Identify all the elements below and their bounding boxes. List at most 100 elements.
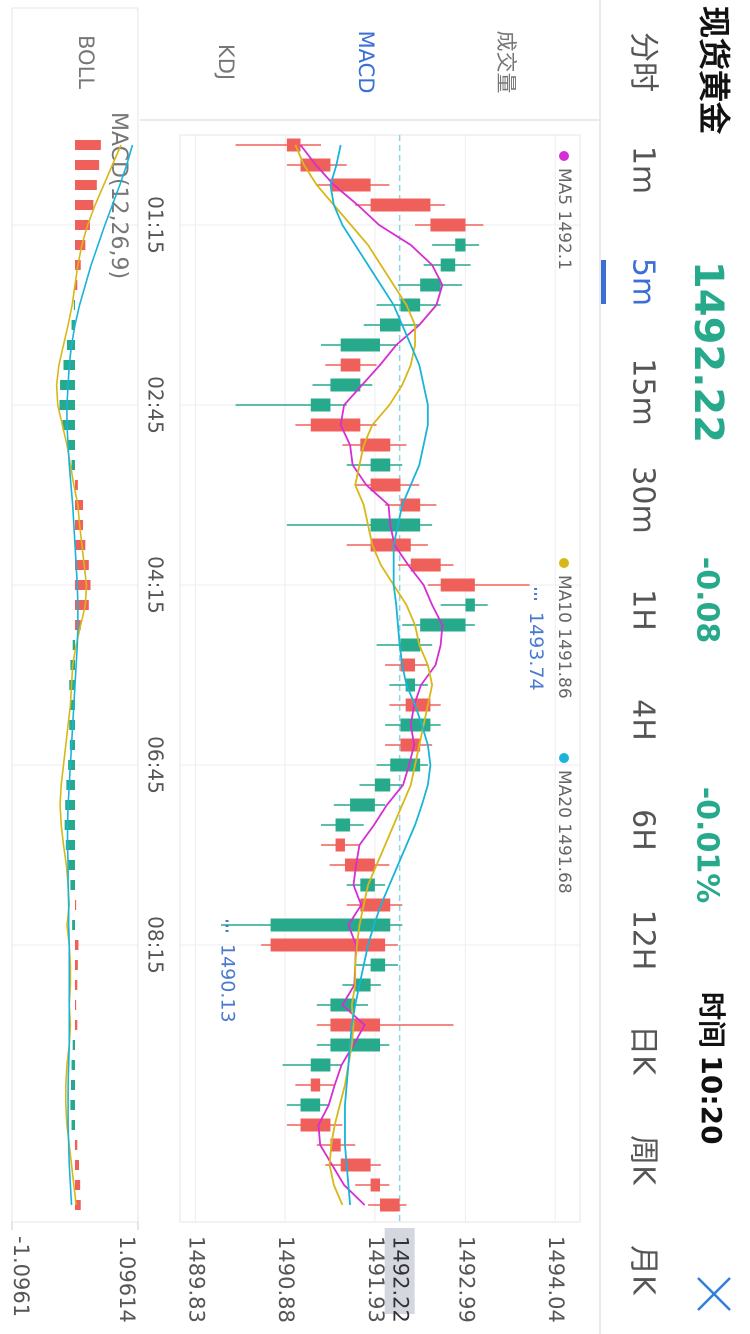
macd-bar [72,1040,75,1050]
candle-body [374,778,391,792]
candle-body [370,478,401,492]
candle-body [310,418,361,432]
macd-bar [74,480,78,490]
candle-body [420,278,441,292]
candle-body [330,1138,341,1152]
macd-bar [68,440,75,450]
candle-body [465,598,475,612]
timeframe-tab[interactable]: 4H [626,699,661,741]
indicator-tab[interactable]: 成交量 [494,31,518,94]
candle-body [370,1178,380,1192]
macd-bar [68,760,75,770]
timeframe-tab[interactable]: 1H [626,589,661,631]
y-tick-label: 1492.99 [454,1236,478,1323]
candle-body [300,1098,321,1112]
candle-body [355,978,371,992]
timeframe-tab[interactable]: 月K [626,1245,661,1296]
macd-bar [71,1120,75,1130]
y-tick-label: 1494.04 [544,1236,568,1323]
candle-body [455,238,466,252]
x-tick-label: 04:15 [144,556,168,614]
timeframe-tab[interactable]: 周K [626,1135,661,1186]
macd-bar [74,1000,77,1010]
candle-body [405,698,431,712]
timeframe-tab[interactable]: 12H [626,910,661,971]
close-icon [697,1277,731,1311]
macd-bar [74,200,94,210]
candle-body [286,138,301,152]
candle-body [340,1158,371,1172]
candle-body [400,638,421,652]
indicator-tab[interactable]: MACD [354,31,378,94]
indicator-tab[interactable]: BOLL [74,35,98,89]
candle-body [440,578,475,592]
macd-bar [64,820,75,830]
macd-bar [74,140,101,150]
timeframe-tab[interactable]: 6H [626,809,661,851]
macd-bar [74,1180,81,1190]
candle-body [390,758,421,772]
price-change-pct: -0.01% [690,787,725,904]
close-button[interactable] [697,1277,731,1311]
y-tick-label: 1491.93 [364,1236,388,1323]
timeframe-tab[interactable]: 15m [626,358,661,425]
macd-bar [62,420,75,430]
extreme-label: 1493.74 [525,612,547,691]
legend-swatch [559,151,569,161]
ma-line [294,144,434,1206]
candle-body [440,258,456,272]
ma-line [299,144,444,1206]
timeframe-tab[interactable]: 1m [626,146,661,194]
legend-label: MA10 1491.86 [554,575,574,699]
macd-bar [71,460,75,470]
candle-body [335,838,345,852]
macd-bar [73,300,75,310]
candle-body [370,458,391,472]
timeframe-tab[interactable]: 30m [626,466,661,533]
legend-label: MA5 1492.1 [554,168,574,270]
macd-bar [72,640,75,650]
macd-bar [70,1080,75,1090]
instrument-title: 现货黄金 [695,6,733,135]
x-tick-label: 08:15 [144,916,168,974]
candle-body [400,658,416,672]
current-price-badge [384,1228,415,1314]
macd-bar [74,560,89,570]
candle-body [330,1018,380,1032]
macd-bar [74,1160,80,1170]
legend-swatch [559,558,569,568]
candle-body [340,338,380,352]
candle-body [379,318,401,332]
candle-body [310,1058,331,1072]
x-tick-label: 02:45 [144,376,168,434]
y-tick-label: -1.0961 [9,1236,33,1317]
timeframe-tab[interactable]: 日K [626,1025,661,1076]
candle-body [310,398,331,412]
macd-bar [74,240,86,250]
macd-bar [71,1060,75,1070]
indicator-tab[interactable]: KDJ [214,44,238,80]
time-label: 时间 [695,992,728,1048]
x-tick-label: 01:15 [144,196,168,254]
macd-panel [11,7,139,1223]
timeframe-tab[interactable]: 5m [626,258,661,306]
time-value: 10:20 [695,1055,728,1144]
macd-bar [74,160,100,170]
macd-bar [66,780,75,790]
timeframe-tab[interactable]: 分时 [626,32,661,92]
candle-body [330,1038,380,1052]
macd-title: MACD(12,26,9) [106,112,131,279]
y-tick-label: 1490.88 [274,1236,298,1323]
price-change: -0.08 [690,557,725,643]
candle-body [370,538,411,552]
candle-body [310,1078,321,1092]
main-panel [179,134,581,1223]
candle-body [370,958,386,972]
macd-line [55,144,122,1206]
candle-body [340,358,361,372]
macd-bar [74,900,77,910]
active-tab-indicator [601,260,606,304]
macd-bar [74,180,97,190]
candle-body [360,438,391,452]
